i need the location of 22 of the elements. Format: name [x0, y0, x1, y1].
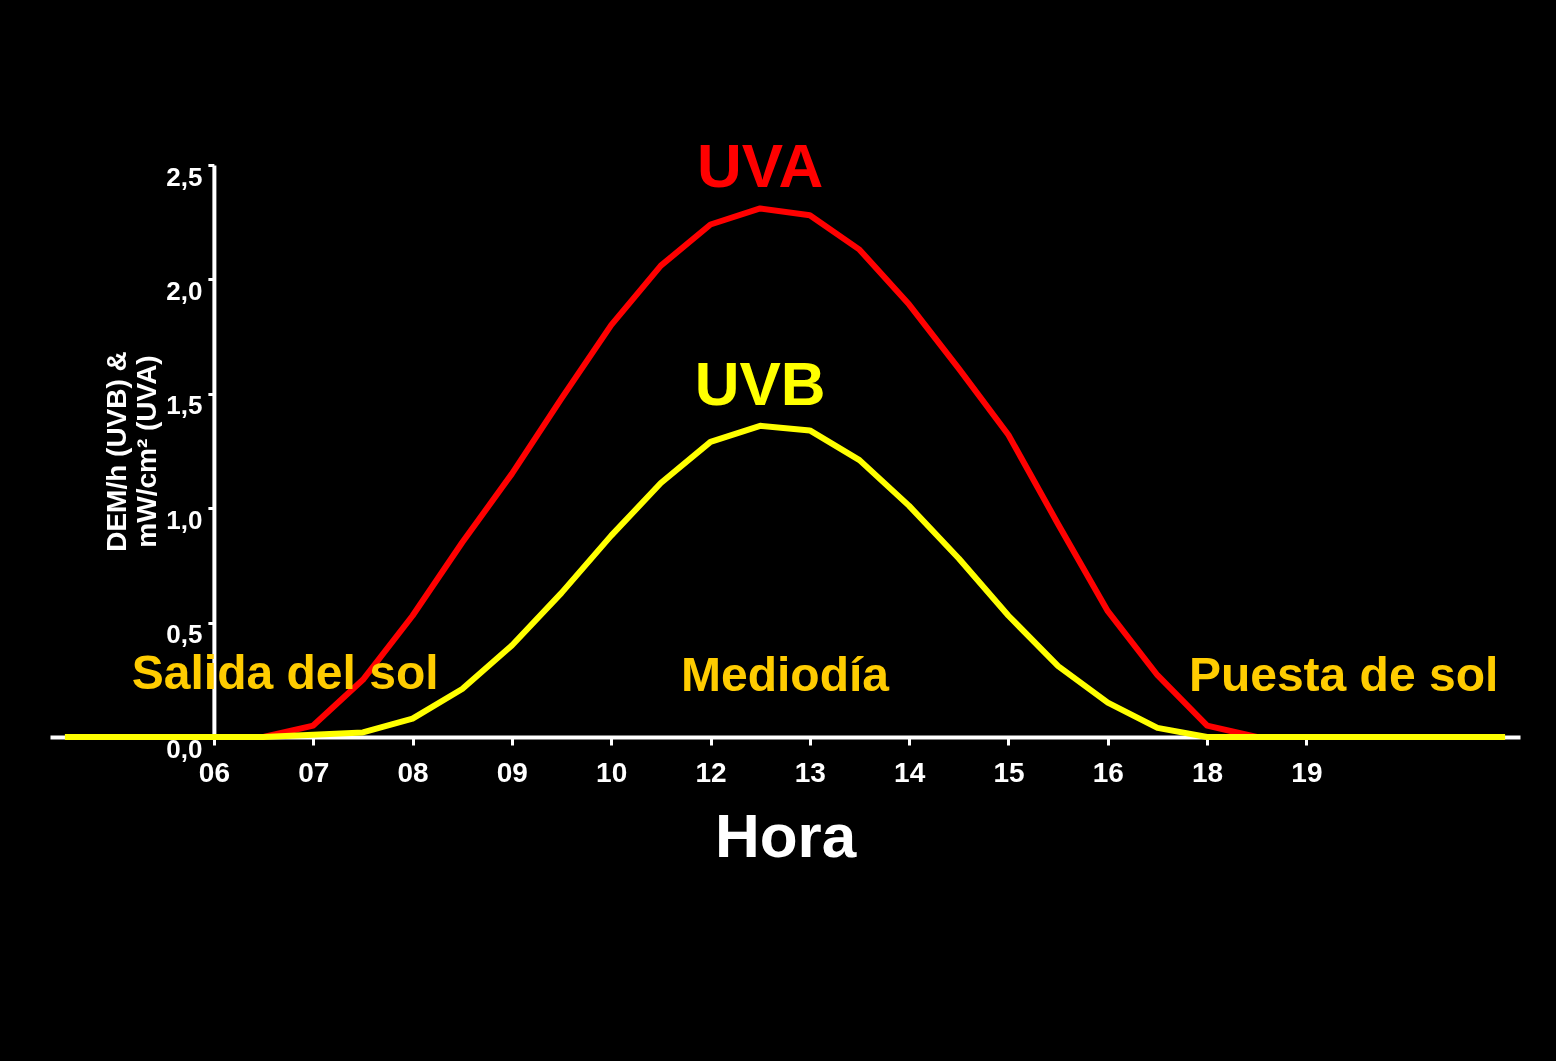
annotation: Mediodía [680, 648, 890, 701]
x-tick-label: 12 [695, 756, 727, 788]
y-axis-title: DEM/h (UVB) & mW/cm² (UVA) [101, 351, 163, 552]
series-label: UVB [694, 348, 826, 418]
annotation: Puesta de sol [1188, 648, 1499, 701]
x-tick-label: 18 [1192, 756, 1224, 788]
x-tick-label: 09 [496, 756, 528, 788]
x-tick-label: 16 [1092, 756, 1124, 788]
y-tick-label: 1,0 [166, 504, 203, 535]
x-tick-label: 07 [298, 756, 330, 788]
series-label: UVA [697, 131, 824, 201]
x-tick-label: 14 [894, 756, 926, 788]
x-axis-title: Hora [714, 800, 857, 870]
y-tick-label: 2,5 [166, 161, 203, 192]
x-tick-label: 10 [596, 756, 628, 788]
x-tick-label: 13 [794, 756, 826, 788]
x-tick-label: 15 [993, 756, 1025, 788]
y-tick-label: 0,5 [166, 619, 203, 650]
y-tick-label: 1,5 [166, 390, 203, 421]
y-tick-label: 2,0 [166, 275, 203, 306]
x-tick-label: 19 [1291, 756, 1323, 788]
x-tick-label: 08 [397, 756, 429, 788]
